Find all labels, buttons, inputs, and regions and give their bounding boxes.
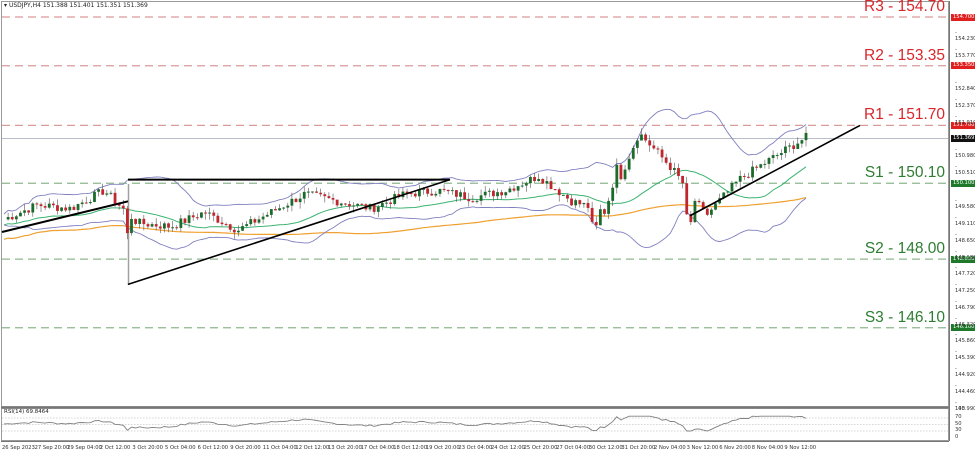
price-tick: - 146.790 bbox=[955, 298, 975, 311]
main-plot-frame bbox=[1, 1, 949, 407]
ohlc-text: USDJPY,H4 151.388 151.401 151.351 151.36… bbox=[8, 2, 148, 9]
price-tick: - 149.580 bbox=[955, 198, 975, 210]
price-badge-s3: 146.100 bbox=[951, 324, 975, 332]
candlesticks bbox=[6, 126, 808, 240]
price-tick: - 145.860 bbox=[955, 332, 975, 345]
time-tick: 3 Nov 12:00 bbox=[686, 445, 719, 451]
level-label-s1: S1 - 150.10 bbox=[864, 164, 945, 182]
price-tick: - 146.320 bbox=[955, 315, 975, 328]
rsi-indicator-label: RSI(14) 69.8464 bbox=[4, 409, 49, 415]
time-tick: 29 Sep 04:00 bbox=[67, 445, 102, 451]
price-tick: - 143.990 bbox=[955, 400, 975, 412]
price-tick: - 150.980 bbox=[955, 147, 975, 160]
symbol-ohlc-header: ▾ USDJPY,H4 151.388 151.401 151.351 151.… bbox=[4, 2, 148, 9]
time-tick: 12 Oct 12:00 bbox=[295, 445, 330, 451]
rsi-line bbox=[3, 415, 807, 432]
time-tick: 27 Oct 04:00 bbox=[556, 445, 591, 451]
time-tick: 19 Oct 20:00 bbox=[425, 445, 460, 451]
trendlines bbox=[1, 124, 861, 286]
level-label-r3: R3 - 154.70 bbox=[864, 0, 945, 15]
time-tick: 23 Oct 04:00 bbox=[458, 445, 493, 451]
price-tick: - 145.390 bbox=[955, 349, 975, 362]
time-tick: 9 Nov 12:00 bbox=[784, 445, 817, 451]
time-tick: 31 Oct 20:00 bbox=[621, 445, 656, 451]
price-badge-r1: 151.700 bbox=[951, 121, 975, 129]
price-badge-s2: 148.000 bbox=[951, 255, 975, 263]
price-tick: - 154.230 bbox=[955, 29, 975, 42]
price-tick: - 148.180 bbox=[955, 248, 975, 261]
slow-moving-average-line bbox=[3, 197, 807, 240]
level-label-s3: S3 - 146.10 bbox=[864, 308, 945, 326]
trendline-3[interactable] bbox=[689, 124, 861, 217]
time-tick: 13 Oct 20:00 bbox=[328, 445, 362, 451]
level-label-r1: R1 - 151.70 bbox=[864, 106, 945, 124]
time-tick: 6 Nov 20:00 bbox=[719, 445, 751, 451]
price-tick: - 152.840 bbox=[955, 80, 975, 93]
price-tick: - 153.770 bbox=[955, 46, 975, 59]
time-tick: 3 Oct 20:00 bbox=[132, 445, 163, 451]
time-tick: 8 Nov 04:00 bbox=[751, 445, 784, 451]
rsi-tick: 100 bbox=[955, 406, 965, 412]
price-tick: - 147.720 bbox=[955, 265, 975, 278]
price-tick: - 144.460 bbox=[955, 383, 975, 396]
price-badge-s1: 150.100 bbox=[951, 179, 975, 187]
price-tick: - 151.910 bbox=[955, 113, 975, 126]
price-tick: - 147.250 bbox=[955, 282, 975, 295]
time-tick: 2 Nov 04:00 bbox=[654, 445, 686, 451]
price-tick: - 152.370 bbox=[955, 97, 975, 110]
rsi-tick: 50 bbox=[955, 420, 962, 427]
price-tick: - 148.650 bbox=[955, 231, 975, 244]
time-tick: 26 Sep 2023 bbox=[2, 445, 35, 451]
time-tick: 11 Oct 04:00 bbox=[262, 445, 297, 451]
time-tick: 9 Oct 20:00 bbox=[230, 445, 261, 451]
fast-moving-average-line bbox=[3, 166, 807, 229]
time-tick: 30 Oct 12:00 bbox=[588, 445, 623, 451]
rsi-tick: 0 bbox=[955, 434, 959, 440]
price-badge-r3: 154.700 bbox=[951, 13, 975, 21]
collapse-triangle-icon[interactable]: ▾ bbox=[4, 2, 8, 9]
rsi-tick: 70 bbox=[955, 414, 962, 420]
time-tick: 6 Oct 12:00 bbox=[197, 445, 229, 451]
time-tick: 25 Oct 20:00 bbox=[523, 445, 558, 451]
time-tick: 27 Sep 20:00 bbox=[34, 445, 70, 451]
time-tick: 24 Oct 12:00 bbox=[491, 445, 525, 451]
time-tick: 17 Oct 04:00 bbox=[360, 445, 395, 451]
support-resistance-lines bbox=[2, 16, 948, 329]
trendline-2[interactable] bbox=[127, 178, 451, 286]
price-tick: - 144.920 bbox=[955, 366, 975, 379]
current-price-badge: 151.369 bbox=[951, 135, 975, 142]
price-tick: - 149.110 bbox=[955, 214, 975, 227]
trendline-0[interactable] bbox=[1, 200, 129, 233]
level-label-s2: S2 - 148.00 bbox=[864, 240, 945, 258]
bollinger-lower-band bbox=[3, 197, 807, 250]
time-tick: 18 Oct 12:00 bbox=[393, 445, 428, 451]
price-tick: - 150.510 bbox=[955, 164, 975, 177]
rsi-tick: 30 bbox=[955, 427, 962, 433]
level-label-r2: R2 - 153.35 bbox=[864, 46, 945, 64]
time-tick: 5 Oct 04:00 bbox=[165, 445, 196, 451]
price-badge-r2: 153.350 bbox=[951, 62, 975, 70]
time-tick: 2 Oct 12:00 bbox=[99, 445, 131, 451]
